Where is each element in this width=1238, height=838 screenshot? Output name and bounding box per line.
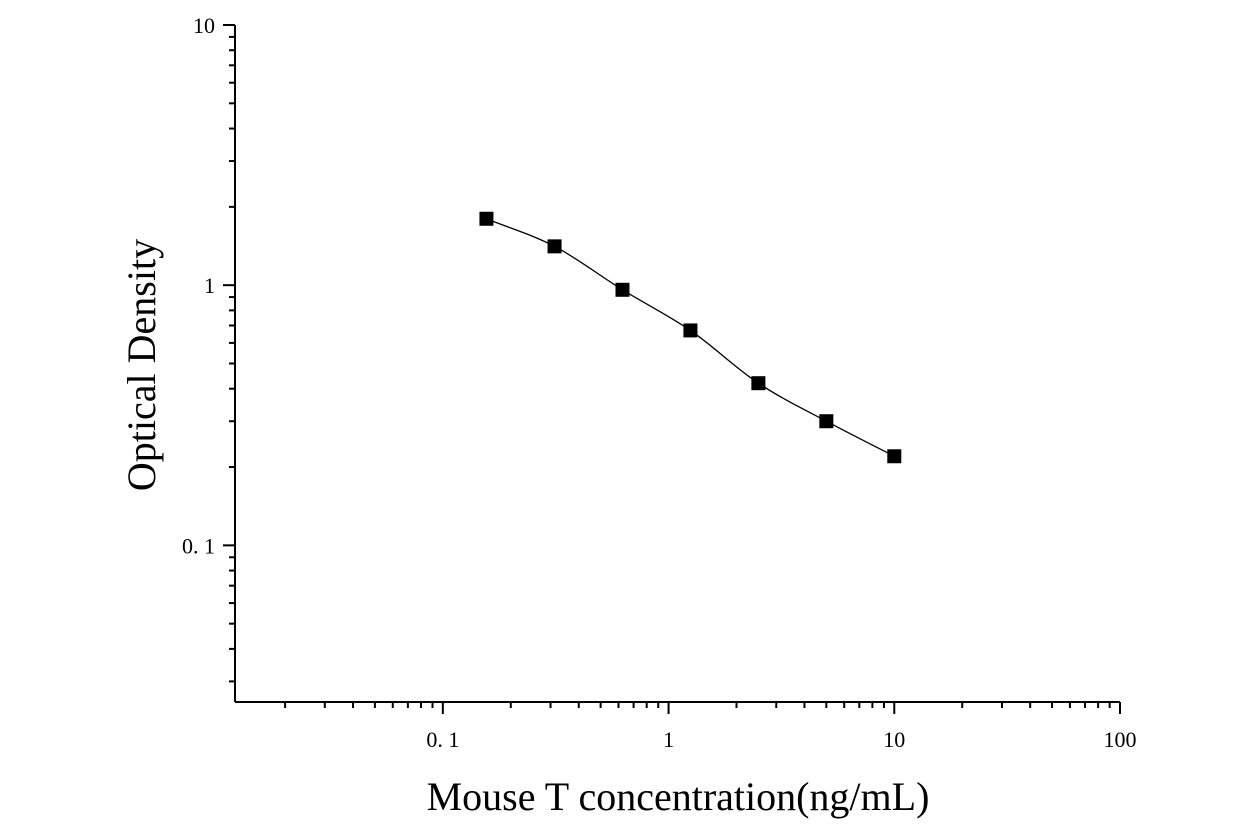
data-point bbox=[615, 282, 630, 297]
tick-labels: 0. 1 1 10 100 0. 1 1 10 bbox=[182, 13, 1137, 752]
y-tick-label: 1 bbox=[204, 273, 215, 298]
x-tick-label: 100 bbox=[1104, 727, 1137, 752]
x-axis-title: Mouse T concentration(ng/mL) bbox=[427, 774, 930, 819]
data-point bbox=[547, 239, 562, 254]
data-points bbox=[479, 211, 902, 464]
axes bbox=[234, 25, 1120, 703]
data-point bbox=[887, 449, 902, 464]
data-point bbox=[751, 376, 766, 391]
x-tick-label: 10 bbox=[883, 727, 905, 752]
data-point bbox=[479, 211, 494, 226]
data-point bbox=[683, 323, 698, 338]
x-tick-label: 1 bbox=[663, 727, 674, 752]
ticks bbox=[223, 24, 1121, 714]
data-point bbox=[819, 414, 834, 429]
y-axis-title: Optical Density bbox=[119, 239, 164, 491]
y-tick-label: 0. 1 bbox=[182, 533, 215, 558]
x-tick-label: 0. 1 bbox=[426, 727, 459, 752]
y-tick-label: 10 bbox=[193, 13, 215, 38]
